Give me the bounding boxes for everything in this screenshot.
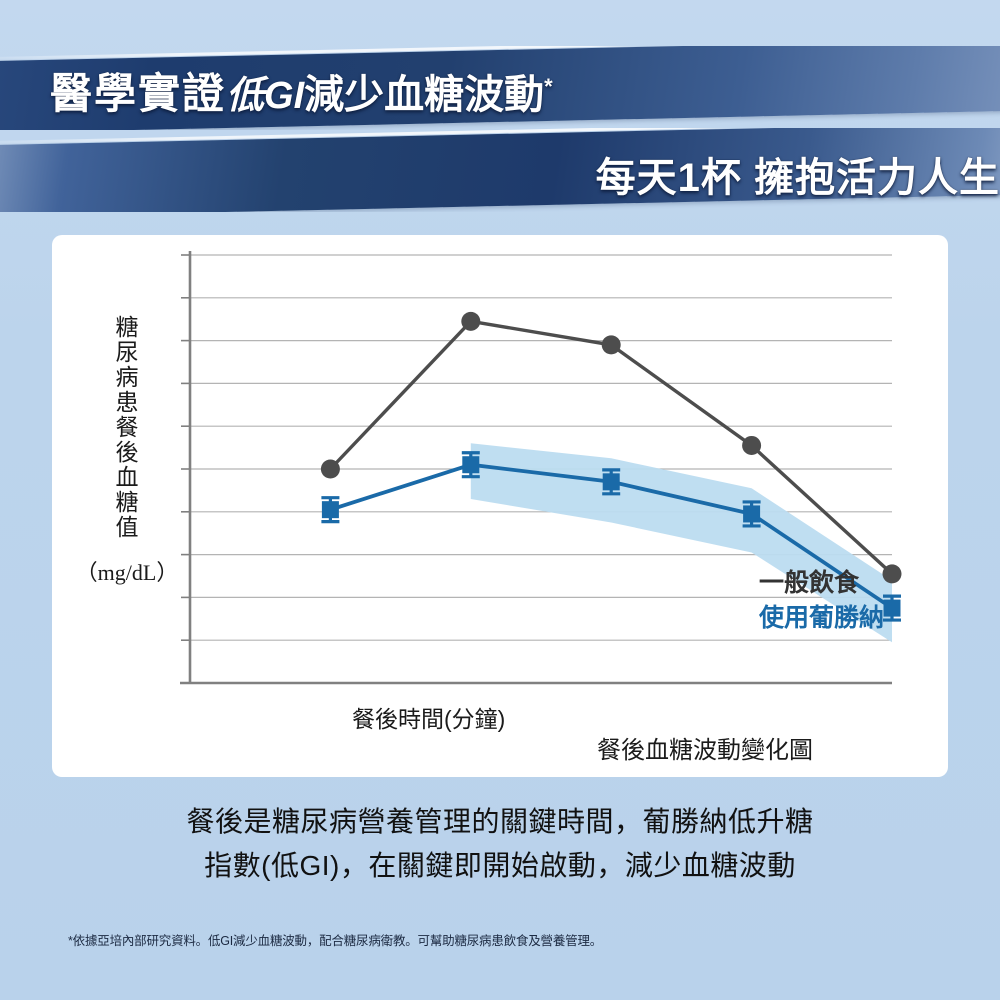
chart-confidence-band xyxy=(470,443,892,643)
chart-x-axis-label: 餐後時間(分鐘) xyxy=(352,706,506,732)
legend-label-glucerna: 使用葡勝納 xyxy=(759,604,885,632)
headline-asterisk: * xyxy=(544,74,553,99)
headline-evidence-text: 醫學實證 xyxy=(50,70,227,117)
headline-line-2: 每天1杯 擁抱活力人生 xyxy=(595,156,1000,200)
headline-line-1: 醫學實證低GI減少血糖波動* xyxy=(0,60,1000,121)
chart-axes xyxy=(180,251,892,685)
chart-y-axis-label: 糖尿病患餐後血糖值 xyxy=(115,314,139,540)
headline-lowgi-text: 低GI xyxy=(226,75,305,117)
body-paragraph-line-1: 餐後是糖尿病營養管理的關鍵時間，葡勝納低升糖 xyxy=(186,806,814,837)
chart-card: 糖尿病患餐後血糖值 （mg/dL） 餐後時間(分鐘) 餐後血糖波動變化圖 一般飲… xyxy=(52,235,948,777)
headline-reduce-text: 減少血糖波動 xyxy=(304,73,545,117)
body-paragraph-line-2: 指數(低GI)，在關鍵即開始啟動，減少血糖波動 xyxy=(204,850,796,881)
chart-y-axis-unit: （mg/dL） xyxy=(75,560,179,585)
chart-series-general-diet xyxy=(320,311,902,584)
body-paragraph: 餐後是糖尿病營養管理的關鍵時間，葡勝納低升糖 指數(低GI)，在關鍵即開始啟動，… xyxy=(0,800,1000,888)
chart-series-glucerna xyxy=(321,451,901,622)
footnote-disclaimer: *依據亞培內部研究資料。低GI減少血糖波動，配合糖尿病衛教。可幫助糖尿病患飲食及… xyxy=(68,934,603,948)
blood-glucose-line-chart xyxy=(180,251,902,685)
chart-caption: 餐後血糖波動變化圖 xyxy=(597,737,813,764)
legend-label-general-diet: 一般飲食 xyxy=(759,569,860,597)
